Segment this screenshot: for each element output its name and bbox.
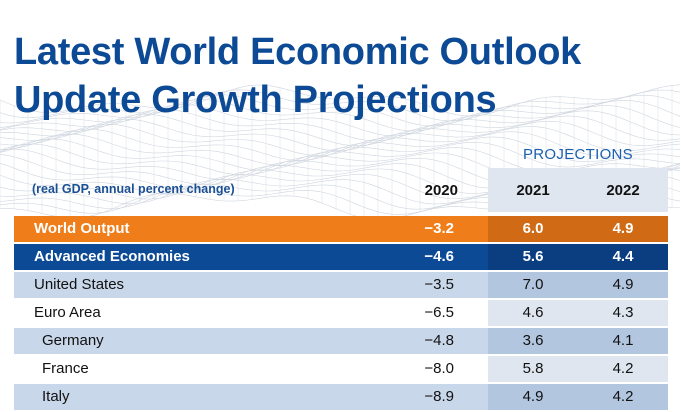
table-row: World Output −3.2 6.0 4.9 <box>14 216 668 244</box>
cell-2020: −4.6 <box>424 248 454 265</box>
cell-2020: −3.2 <box>424 220 454 237</box>
cell-2020: −6.5 <box>424 304 454 321</box>
title-line-2: Update Growth Projections <box>14 79 497 121</box>
row-label: Euro Area <box>34 304 101 321</box>
row-label: United States <box>34 276 125 293</box>
cell-2022: 4.9 <box>612 276 634 293</box>
table-row: Italy −8.9 4.9 4.2 <box>14 384 668 412</box>
row-label: Germany <box>42 332 104 349</box>
projection-column-shade <box>488 272 668 298</box>
row-label: Advanced Economies <box>34 248 190 265</box>
cell-2021: 4.9 <box>522 388 544 405</box>
wave-line <box>0 128 681 161</box>
wave-line <box>0 123 681 156</box>
cell-2022: 4.9 <box>612 220 634 237</box>
cell-2021: 4.6 <box>522 304 544 321</box>
wave-line <box>0 113 681 147</box>
cell-2020: −8.0 <box>424 360 454 377</box>
units-note: (real GDP, annual percent change) <box>32 182 235 196</box>
year-header-2022: 2022 <box>606 182 640 199</box>
projection-column-shade <box>488 216 668 242</box>
projection-column-shade <box>488 300 668 326</box>
wave-line <box>0 138 681 171</box>
row-label: World Output <box>34 220 130 237</box>
table-row: United States −3.5 7.0 4.9 <box>14 272 668 300</box>
title-line-1: Latest World Economic Outlook <box>14 31 581 73</box>
cell-2022: 4.1 <box>612 332 634 349</box>
row-label: France <box>42 360 89 377</box>
wave-line <box>0 109 681 142</box>
cell-2021: 6.0 <box>522 220 544 237</box>
wave-line <box>0 94 681 127</box>
cell-2020: −8.9 <box>424 388 454 405</box>
cell-2021: 5.8 <box>522 360 544 377</box>
cell-2020: −4.8 <box>424 332 454 349</box>
cell-2021: 5.6 <box>522 248 544 265</box>
projections-header-shade <box>488 168 668 212</box>
table-row: Germany −4.8 3.6 4.1 <box>14 328 668 356</box>
table-row: Euro Area −6.5 4.6 4.3 <box>14 300 668 328</box>
growth-table: World Output −3.2 6.0 4.9 Advanced Economies… <box>14 216 668 412</box>
projection-column-shade <box>488 328 668 354</box>
row-label: Italy <box>42 388 70 405</box>
wave-line <box>0 99 681 132</box>
cell-2021: 7.0 <box>522 276 544 293</box>
table-row: Advanced Economies −4.6 5.6 4.4 <box>14 244 668 272</box>
year-header-2020: 2020 <box>424 182 458 199</box>
wave-line <box>0 84 681 117</box>
wave-line <box>0 89 681 122</box>
projection-column-shade <box>488 244 668 270</box>
cell-2022: 4.3 <box>612 304 634 321</box>
table-row: France −8.0 5.8 4.2 <box>14 356 668 384</box>
cell-2021: 3.6 <box>522 332 544 349</box>
cell-2022: 4.4 <box>612 248 634 265</box>
year-header-2021: 2021 <box>516 182 550 199</box>
projection-column-shade <box>488 356 668 382</box>
projections-label: PROJECTIONS <box>523 146 633 163</box>
cell-2022: 4.2 <box>612 388 634 405</box>
cell-2020: −3.5 <box>424 276 454 293</box>
cell-2022: 4.2 <box>612 360 634 377</box>
